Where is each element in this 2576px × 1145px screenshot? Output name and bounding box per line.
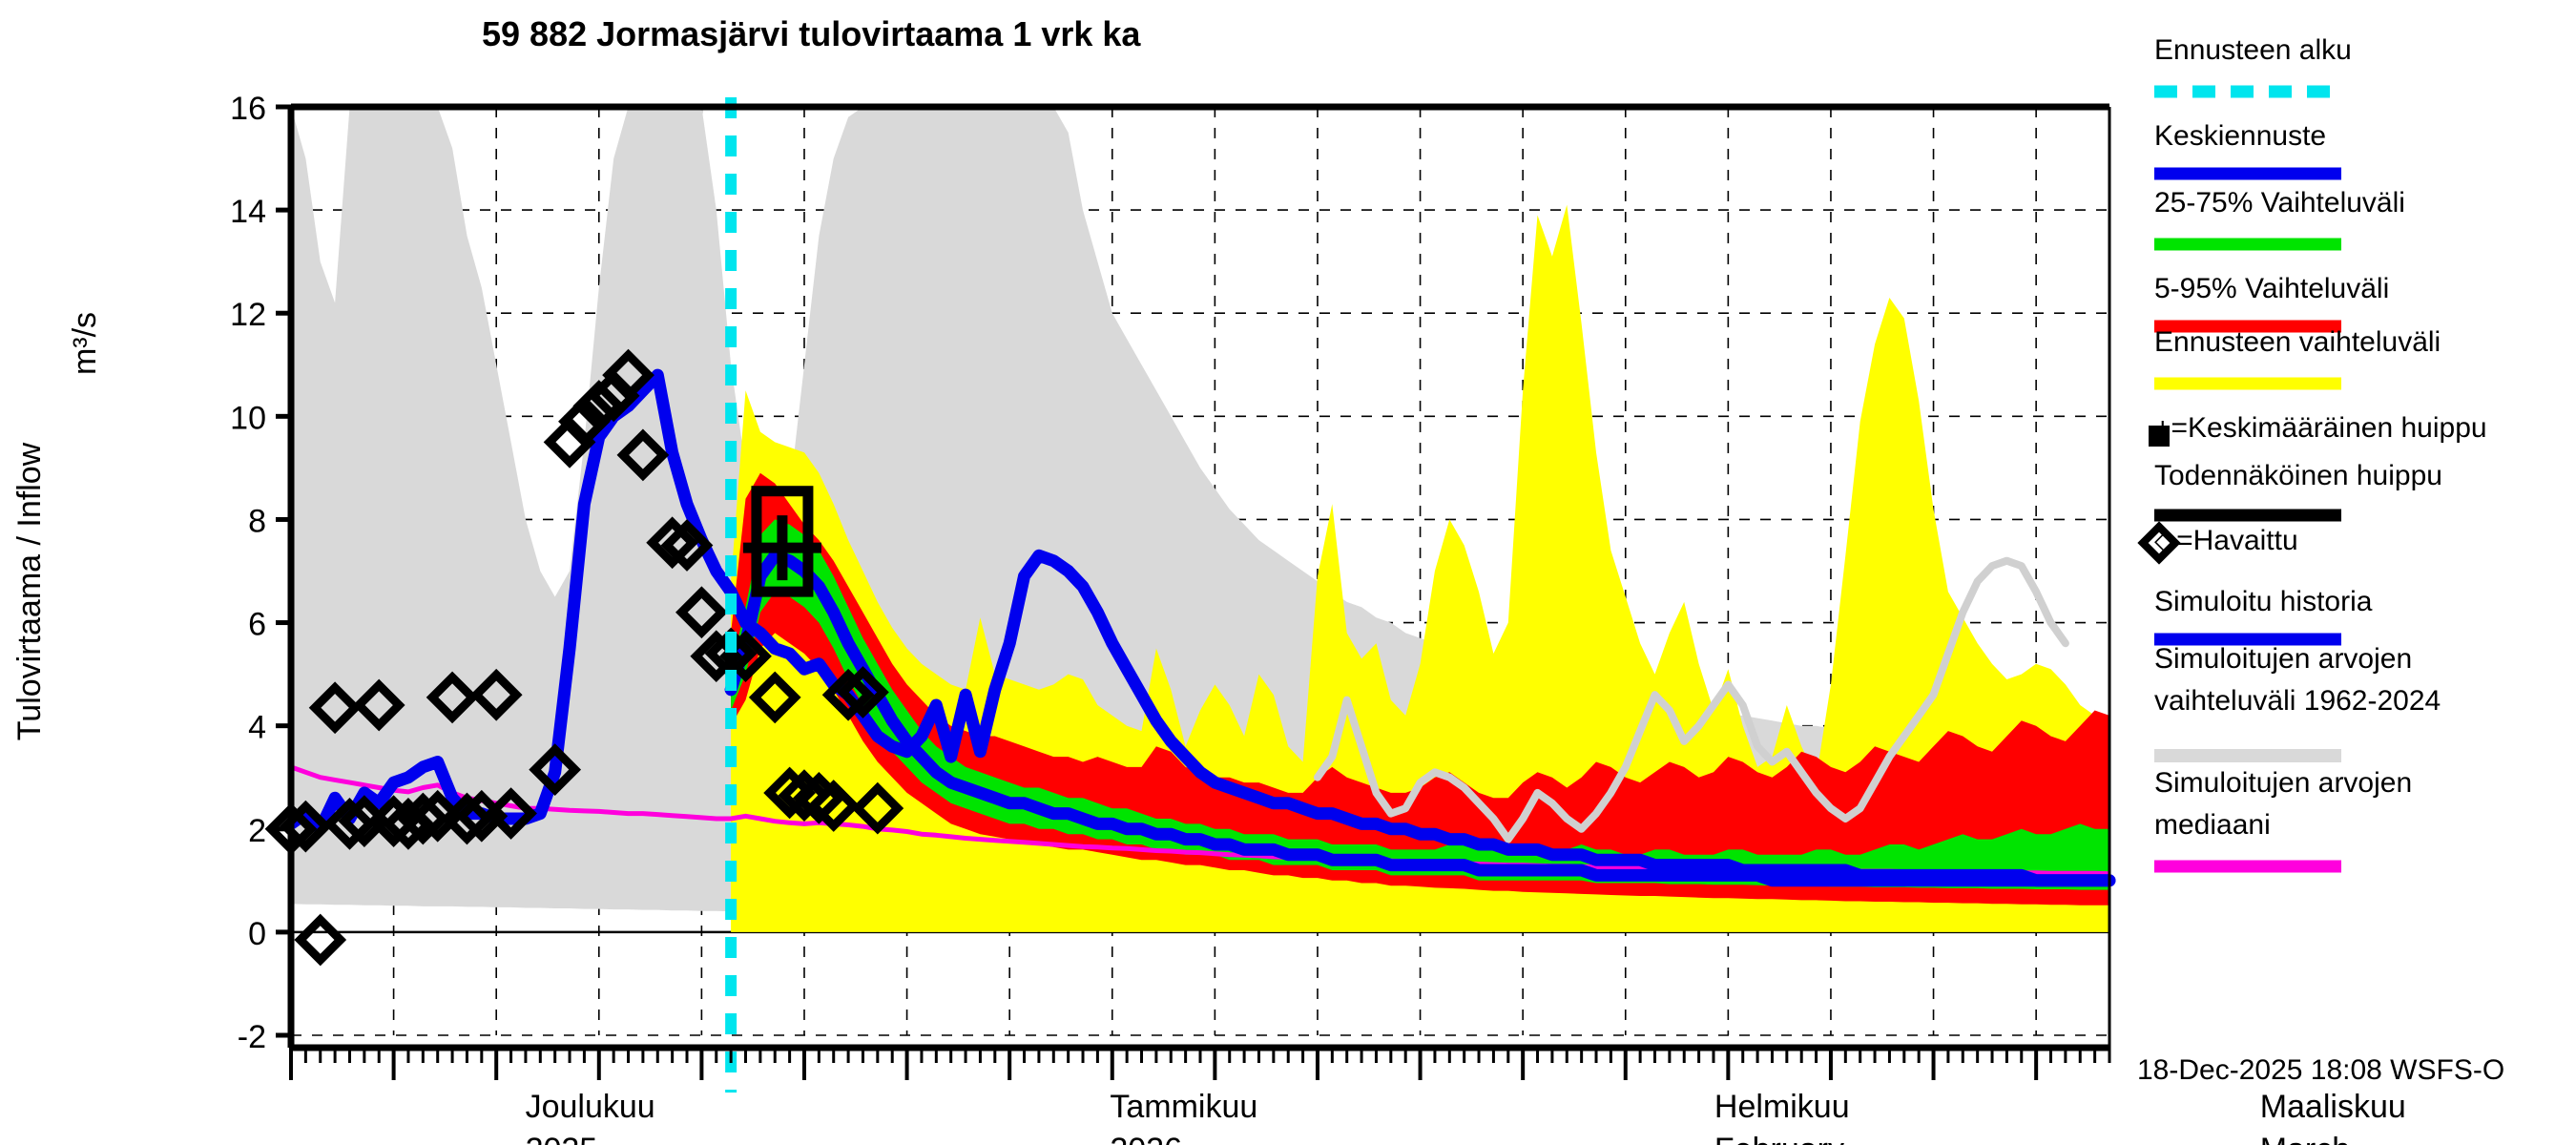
- median-forecast-path: [724, 549, 2116, 887]
- legend: Ennusteen alku Keskiennuste 25-75% Vaihtel…: [2137, 34, 2487, 873]
- page-title: 59 882 Jormasjärvi tulovirtaama 1 vrk ka: [482, 14, 1141, 53]
- observed-diamond: [778, 769, 831, 822]
- legend-label: Keskiennuste: [2154, 120, 2326, 152]
- simulated-history-line: [284, 368, 2116, 887]
- y-tick-label: 2: [248, 813, 266, 849]
- band-25-75-area: [731, 519, 2109, 890]
- timestamp: 18-Dec-2025 18:08 WSFS-O: [2137, 1054, 2504, 1086]
- legend-label: vaihteluväli 1962-2024: [2154, 685, 2441, 717]
- observed-diamond: [602, 348, 654, 402]
- observed-diamond: [323, 798, 376, 850]
- x-tick-label-fi: Helmikuu: [1714, 1089, 1850, 1125]
- legend-label: 25-75% Vaihteluväli: [2154, 187, 2405, 219]
- observed-diamond: [837, 666, 889, 718]
- legend-label: Ennusteen alku: [2154, 34, 2352, 66]
- x-tick-labels: Joulukuu 2025 Tammikuu 2026 Helmikuu February…: [526, 1089, 2406, 1145]
- observed-diamond: [469, 668, 523, 721]
- peak-marker: [742, 486, 821, 597]
- legend-label: Simuloitujen arvojen: [2154, 643, 2412, 675]
- x-tick-label-fi: Tammikuu: [1110, 1089, 1257, 1125]
- forecast-range-area: [731, 204, 2109, 932]
- legend-label: Simuloitu historia: [2154, 586, 2373, 617]
- historical-max-path: [1314, 556, 2069, 843]
- y-tick-label: 6: [248, 607, 266, 643]
- observed-diamond: [426, 671, 479, 724]
- historical-max-line: [1314, 556, 2069, 843]
- y-tick-label: 14: [230, 194, 266, 230]
- observed-diamond: [616, 428, 670, 482]
- legend-diamond-glyph: [2137, 521, 2181, 565]
- band-5-95: [731, 472, 2109, 906]
- observed-diamond: [646, 516, 699, 570]
- y-tick-label: 16: [230, 91, 266, 127]
- likely-peak-box: [751, 486, 814, 597]
- y-tick-label: 4: [248, 710, 266, 746]
- y-tick-label: 10: [230, 400, 266, 436]
- observed-diamond: [396, 792, 449, 845]
- y-tick-label: -2: [238, 1019, 266, 1055]
- x-tick-label-fi: Joulukuu: [526, 1089, 655, 1125]
- observed-diamond: [763, 766, 816, 820]
- x-tick-label-en: 2025: [526, 1132, 598, 1145]
- observed-diamond: [572, 380, 626, 432]
- forecast-range-band: [731, 204, 2109, 932]
- y-tick-label: 0: [248, 916, 266, 952]
- observed-diamond: [352, 678, 405, 732]
- observed-diamond: [529, 743, 582, 796]
- simulated-history-path: [284, 368, 2116, 887]
- legend-label: mediaani: [2154, 809, 2271, 841]
- observed-diamond: [675, 586, 728, 639]
- legend-label: 5-95% Vaihteluväli: [2154, 273, 2389, 304]
- x-tick-label-en: March: [2260, 1132, 2350, 1145]
- legend-plus-glyph: [2149, 426, 2170, 447]
- x-tick-label-en: 2026: [1110, 1132, 1182, 1145]
- axis-frame: [276, 103, 2111, 1080]
- band-5-95-area: [731, 472, 2109, 906]
- observed-diamond: [485, 787, 537, 840]
- observed-diamond: [851, 781, 904, 835]
- observed-diamond: [660, 519, 714, 572]
- observed-diamond: [308, 681, 362, 735]
- legend-label: +=Keskimääräinen huippu: [2154, 412, 2487, 444]
- legend-label: Simuloitujen arvojen: [2154, 767, 2412, 799]
- observed-diamond: [558, 395, 611, 448]
- observed-diamond: [441, 792, 493, 845]
- observed-diamond: [821, 668, 875, 721]
- y-tick-labels: 16 14 12 10 8 6 4 2 0 -2: [230, 91, 266, 1055]
- x-tick-label-en: February: [1714, 1132, 1844, 1145]
- y-axis-unit: m³/s: [67, 312, 103, 375]
- observed-diamond: [294, 913, 347, 967]
- x-tick-label-fi: Maaliskuu: [2260, 1089, 2406, 1125]
- y-tick-label: 8: [248, 503, 266, 539]
- observed-diamond: [748, 671, 801, 724]
- legend-label: Todennäköinen huippu: [2154, 460, 2442, 491]
- y-tick-label: 12: [230, 297, 266, 333]
- band-25-75: [731, 519, 2109, 890]
- legend-label: Ennusteen vaihteluväli: [2154, 326, 2441, 358]
- y-axis-label: Tulovirtaama / Inflow: [11, 442, 48, 740]
- observed-diamond: [807, 780, 861, 832]
- median-forecast-line: [724, 549, 2116, 887]
